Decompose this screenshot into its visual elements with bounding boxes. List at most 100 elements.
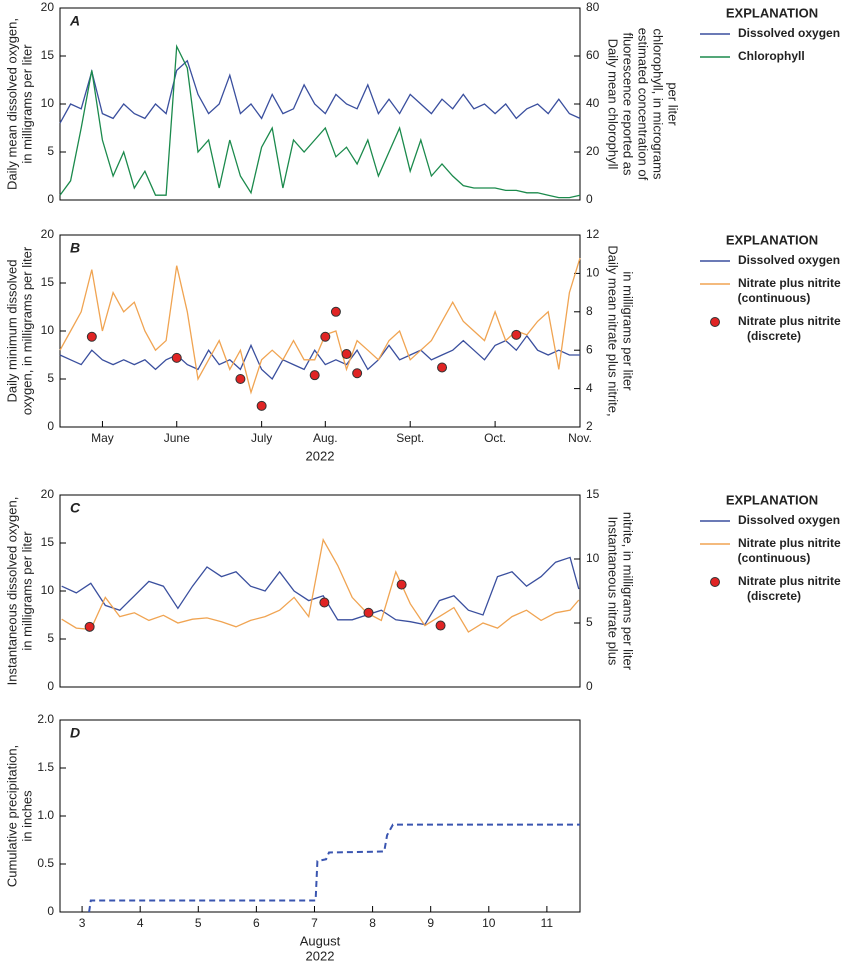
- x-axis-label: 2022: [306, 948, 335, 963]
- y-tick-label: 15: [41, 535, 55, 549]
- data-point: [171, 352, 182, 363]
- y-axis-label: Daily mean dissolved oxygen,: [4, 18, 19, 190]
- data-line: [59, 334, 580, 381]
- data-point: [363, 607, 374, 618]
- y-axis-label: Daily minimum dissolved: [4, 259, 19, 402]
- data-point: [330, 306, 341, 317]
- legend-title: EXPLANATION: [726, 492, 818, 507]
- data-line: [88, 823, 580, 913]
- y2-tick-label: 10: [586, 266, 600, 280]
- legend-marker: [710, 577, 720, 587]
- y-tick-label: 5: [47, 631, 54, 645]
- y2-tick-label: 4: [586, 381, 593, 395]
- y2-tick-label: 10: [586, 551, 600, 565]
- legend-label: (continuous): [738, 291, 811, 305]
- y-axis-label: Cumulative precipitation,: [4, 745, 19, 887]
- x-tick-label: Aug.: [313, 431, 338, 445]
- legend-title: EXPLANATION: [726, 5, 818, 20]
- y2-axis-label: estimated concentration of: [636, 28, 651, 181]
- y2-axis-label: nitrite, in milligrams per liter: [621, 512, 636, 671]
- legend-marker: [710, 317, 720, 327]
- plot-frame: [59, 494, 581, 688]
- legend-label: Dissolved oxygen: [738, 513, 840, 527]
- x-tick-label: 9: [427, 916, 434, 930]
- y-tick-label: 20: [41, 0, 55, 14]
- data-line: [61, 537, 580, 633]
- y2-axis-label: Daily mean chlorophyll: [606, 39, 621, 170]
- y-tick-label: 5: [47, 371, 54, 385]
- data-point: [84, 621, 95, 632]
- y-tick-label: 0: [47, 679, 54, 693]
- x-axis-label: 2022: [306, 448, 335, 463]
- x-tick-label: 5: [195, 916, 202, 930]
- y2-tick-label: 6: [586, 342, 593, 356]
- y-axis-label: in milligrams per liter: [19, 44, 34, 164]
- x-tick-label: Oct.: [484, 431, 506, 445]
- y-tick-label: 10: [41, 96, 55, 110]
- data-point: [256, 400, 267, 411]
- x-tick-label: Nov.: [568, 431, 592, 445]
- y-tick-label: 0: [47, 419, 54, 433]
- plot-frame: [59, 719, 581, 913]
- y2-tick-label: 20: [586, 144, 600, 158]
- y2-tick-label: 0: [586, 679, 593, 693]
- data-point: [396, 579, 407, 590]
- data-line: [61, 556, 580, 626]
- data-point: [511, 329, 522, 340]
- data-point: [235, 374, 246, 384]
- data-point: [352, 368, 363, 379]
- y2-tick-label: 80: [586, 0, 600, 14]
- x-tick-label: Sept.: [396, 431, 424, 445]
- data-point: [320, 331, 331, 342]
- y-tick-label: 10: [41, 583, 55, 597]
- y2-axis-label: per liter: [666, 82, 681, 126]
- data-point: [86, 331, 97, 342]
- panel-label: A: [69, 13, 80, 29]
- y-tick-label: 1.0: [37, 808, 54, 822]
- data-point: [309, 370, 320, 381]
- y2-tick-label: 8: [586, 304, 593, 318]
- legend-label: (discrete): [747, 329, 801, 343]
- legend-label: (continuous): [738, 551, 811, 565]
- y-tick-label: 1.5: [37, 760, 54, 774]
- data-line: [59, 43, 581, 199]
- x-tick-label: May: [91, 431, 114, 445]
- data-point: [319, 597, 330, 608]
- y-tick-label: 0.5: [37, 856, 54, 870]
- y2-tick-label: 12: [586, 227, 600, 241]
- x-tick-label: 7: [311, 916, 318, 930]
- legend-label: (discrete): [747, 589, 801, 603]
- y-tick-label: 20: [41, 487, 55, 501]
- panel-label: B: [70, 240, 80, 256]
- y2-tick-label: 2: [586, 419, 593, 433]
- plot-frame: [59, 7, 581, 201]
- y-tick-label: 20: [41, 227, 55, 241]
- y-tick-label: 0: [47, 904, 54, 918]
- y2-axis-label: chlorophyll, in micrograms: [651, 29, 666, 180]
- y2-tick-label: 0: [586, 192, 593, 206]
- legend-label: Nitrate plus nitrite: [738, 536, 841, 550]
- legend-label: Nitrate plus nitrite: [738, 574, 841, 588]
- y2-tick-label: 60: [586, 48, 600, 62]
- y-axis-label: in milligrams per liter: [19, 531, 34, 651]
- x-axis-label: August: [300, 933, 341, 948]
- data-line: [59, 257, 581, 395]
- x-tick-label: 3: [79, 916, 86, 930]
- y2-tick-label: 5: [586, 615, 593, 629]
- legend-label: Dissolved oxygen: [738, 253, 840, 267]
- y2-axis-label: fluorescence reported as: [621, 32, 636, 176]
- y-axis-label: in inches: [19, 790, 34, 842]
- y2-axis-label: Instantaneous nitrate plus: [606, 517, 621, 666]
- data-line: [59, 59, 581, 124]
- x-tick-label: June: [164, 431, 190, 445]
- data-point: [341, 349, 352, 360]
- y-tick-label: 10: [41, 323, 55, 337]
- y-tick-label: 15: [41, 275, 55, 289]
- y2-axis-label: Daily mean nitrate plus nitrite,: [606, 245, 621, 416]
- legend-label: Nitrate plus nitrite: [738, 276, 841, 290]
- y2-axis-label: in milligrams per liter: [621, 271, 636, 391]
- panel-label: D: [70, 725, 80, 741]
- legend-label: Chlorophyll: [738, 49, 805, 63]
- y-tick-label: 5: [47, 144, 54, 158]
